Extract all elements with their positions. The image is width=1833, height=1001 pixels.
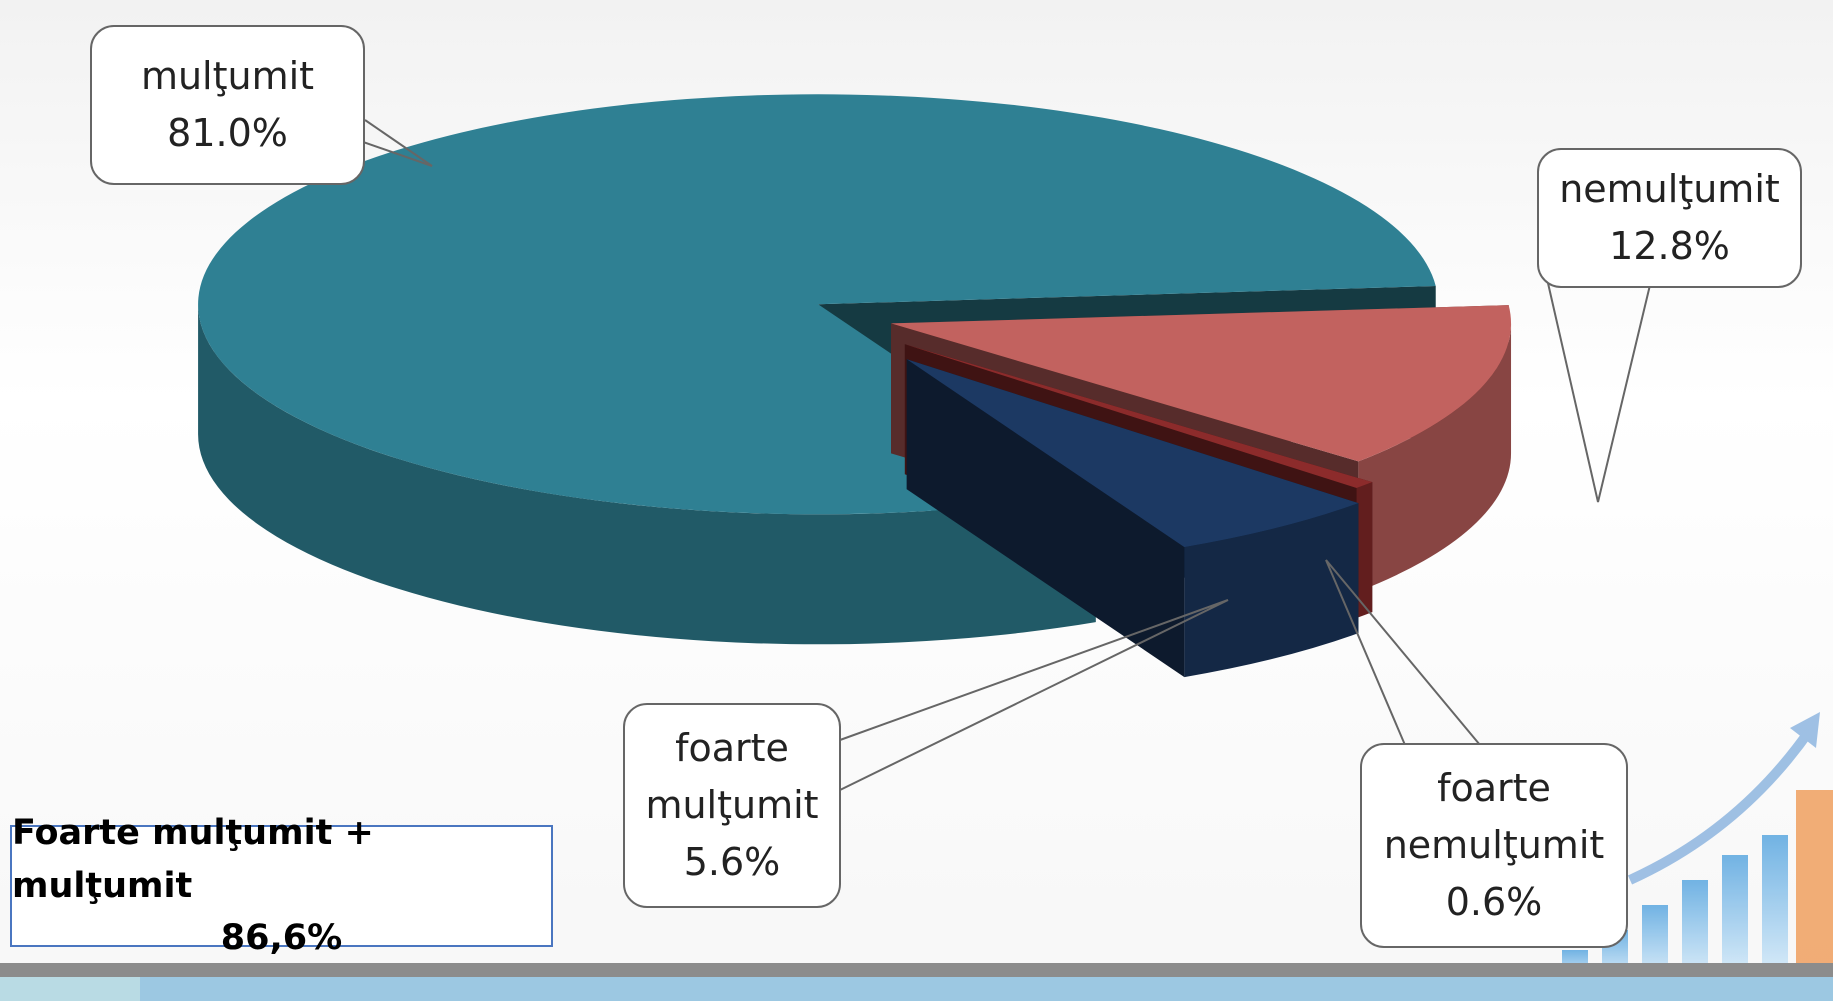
footer-line — [0, 963, 1833, 977]
pointers — [299, 119, 1651, 791]
data-label: foarte mulţumit 5.6% — [623, 703, 841, 908]
slice — [891, 305, 1512, 462]
slice — [904, 344, 1373, 489]
pie — [198, 94, 1512, 678]
label-name: foarte mulţumit — [645, 726, 819, 827]
slice — [198, 94, 1436, 515]
label-value: 0.6% — [1445, 880, 1543, 924]
data-label: mulţumit 81.0% — [90, 25, 365, 185]
decoration — [1562, 712, 1833, 980]
slice-side — [198, 304, 1096, 645]
label-name: mulţumit — [140, 54, 315, 98]
footer-strip — [0, 977, 140, 1001]
data-label: nemulţumit 12.8% — [1537, 148, 1802, 288]
label-value: 12.8% — [1609, 224, 1730, 268]
slice-side — [1184, 503, 1359, 678]
slice-side — [1356, 482, 1373, 619]
pointer — [1325, 559, 1481, 746]
label-value: 5.6% — [683, 840, 781, 884]
summary-value: 86,6% — [220, 918, 343, 959]
summary-box: Foarte mulţumit + mulţumit 86,6% — [10, 813, 553, 958]
footer-strip — [0, 977, 1833, 1001]
label-value: 81.0% — [167, 111, 288, 155]
slice — [906, 359, 1359, 548]
slice-side — [1358, 323, 1512, 592]
summary-label: Foarte mulţumit + mulţumit — [12, 813, 374, 906]
label-name: nemulţumit — [1559, 167, 1780, 211]
label-name: foarte nemulţumit — [1383, 766, 1605, 867]
slice-wall — [906, 359, 1185, 678]
data-label: foarte nemulţumit 0.6% — [1360, 743, 1628, 948]
pointer — [1544, 269, 1651, 503]
pointer — [839, 599, 1229, 791]
